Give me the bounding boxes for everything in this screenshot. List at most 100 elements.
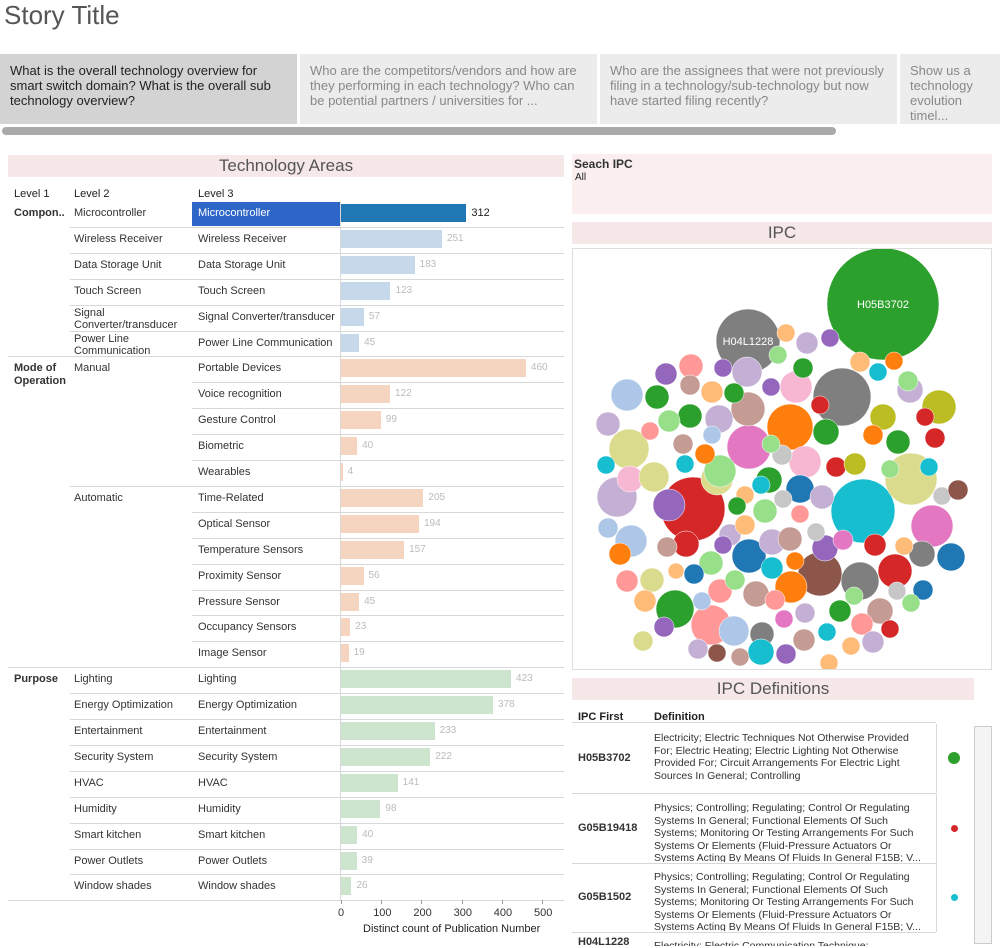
level3-label[interactable]: Energy Optimization <box>198 699 298 712</box>
story-tab-3[interactable]: Who are the assignees that were not prev… <box>600 54 897 124</box>
bar[interactable] <box>341 592 360 611</box>
level3-label[interactable]: Security System <box>198 750 278 763</box>
ipc-bubble[interactable] <box>639 567 665 593</box>
level3-label[interactable]: Signal Converter/transducer <box>198 310 335 323</box>
ipc-bubble[interactable] <box>731 538 767 574</box>
level3-label[interactable]: Lighting <box>198 673 237 686</box>
story-tab-4[interactable]: Show us a technology evolution timel... <box>900 54 1000 124</box>
ipc-bubble[interactable] <box>862 424 884 446</box>
ipc-bubble[interactable] <box>901 593 921 613</box>
ipc-bubble[interactable] <box>887 581 907 601</box>
ipc-bubble[interactable] <box>936 542 966 572</box>
ipc-bubble[interactable] <box>761 377 781 397</box>
ipc-bubble[interactable] <box>667 562 685 580</box>
ipc-bubble[interactable] <box>825 456 847 478</box>
ipc-bubble[interactable] <box>698 550 724 576</box>
ipc-bubble[interactable] <box>841 636 861 656</box>
ipc-bubble[interactable] <box>790 504 810 524</box>
ipc-bubble[interactable] <box>679 374 701 396</box>
level3-label[interactable]: Image Sensor <box>198 647 267 660</box>
ipc-bubble[interactable] <box>792 628 816 652</box>
ipc-bubble[interactable] <box>747 638 775 666</box>
ipc-bubble-svg[interactable]: H05B3702 H04L1228 <box>573 247 991 673</box>
ipc-bubble[interactable] <box>632 630 654 652</box>
ipc-bubble[interactable] <box>910 504 954 548</box>
ipc-bubble[interactable] <box>820 328 840 348</box>
def-row[interactable]: H04L1228 Electricity; Electric Communicat… <box>572 932 936 946</box>
ipc-bubble[interactable] <box>830 478 896 544</box>
ipc-bubble[interactable] <box>768 345 788 365</box>
ipc-bubble[interactable] <box>596 455 616 475</box>
ipc-bubble-chart[interactable]: H05B3702 H04L1228 <box>572 247 992 673</box>
ipc-bubble[interactable] <box>773 489 793 509</box>
ipc-bubble[interactable] <box>713 358 733 378</box>
ipc-bubble[interactable] <box>828 599 852 623</box>
ipc-bubble[interactable] <box>752 498 778 524</box>
level3-label[interactable]: Microcontroller <box>198 207 271 219</box>
ipc-bubble[interactable] <box>894 536 914 556</box>
bar[interactable] <box>341 618 351 637</box>
ipc-bubble[interactable] <box>633 589 657 613</box>
ipc-bubble[interactable] <box>868 362 888 382</box>
bar[interactable] <box>341 204 467 222</box>
ipc-bubble[interactable] <box>707 643 727 663</box>
ipc-bubble[interactable] <box>880 619 900 639</box>
ipc-bubble[interactable] <box>751 475 771 495</box>
bar[interactable] <box>341 281 391 300</box>
ipc-bubble[interactable] <box>760 556 784 580</box>
story-tabs-scrollbar[interactable] <box>2 127 836 135</box>
search-ipc-value[interactable]: All <box>575 172 587 183</box>
level3-label[interactable]: Biometric <box>198 440 244 453</box>
ipc-bubble[interactable] <box>788 445 822 479</box>
ipc-bubble[interactable] <box>795 331 819 355</box>
ipc-bubble[interactable] <box>692 591 712 611</box>
ipc-bubble[interactable] <box>734 514 756 536</box>
def-row[interactable]: H05B3702 Electricity; Electric Techniques… <box>572 724 960 793</box>
ipc-bubble[interactable] <box>880 459 900 479</box>
bar[interactable] <box>341 799 381 818</box>
ipc-bubble[interactable] <box>832 529 854 551</box>
level3-label[interactable]: Smart kitchen <box>198 828 266 841</box>
ipc-bubble[interactable] <box>817 622 837 642</box>
ipc-bubble[interactable] <box>844 586 864 606</box>
ipc-bubble[interactable] <box>812 418 840 446</box>
ipc-bubble[interactable] <box>703 454 737 488</box>
ipc-bubble[interactable] <box>897 370 919 392</box>
ipc-bubble[interactable] <box>724 569 746 591</box>
bar[interactable] <box>341 333 360 352</box>
level3-label[interactable]: Voice recognition <box>198 388 282 401</box>
bar[interactable] <box>341 385 391 404</box>
ipc-bubble[interactable] <box>644 384 670 410</box>
level3-label[interactable]: Power Outlets <box>198 854 268 867</box>
level3-label[interactable]: Temperature Sensors <box>198 543 304 556</box>
ipc-bubble[interactable] <box>809 484 835 510</box>
ipc-bubble[interactable] <box>810 395 830 415</box>
bar[interactable] <box>341 696 493 715</box>
ipc-bubble[interactable] <box>785 551 805 571</box>
bar[interactable] <box>341 411 381 430</box>
ipc-bubble[interactable] <box>908 540 936 568</box>
bar[interactable] <box>341 644 349 663</box>
ipc-bubble[interactable] <box>863 533 887 557</box>
ipc-bubble[interactable] <box>672 433 694 455</box>
ipc-bubble[interactable] <box>675 454 695 474</box>
search-ipc-filter[interactable]: Seach IPC All <box>572 154 992 214</box>
level3-label[interactable]: Wearables <box>198 466 251 478</box>
def-row[interactable]: G05B19418 Physics; Controlling; Regulatin… <box>572 794 958 863</box>
ipc-bubble[interactable] <box>713 535 733 555</box>
ipc-bubble[interactable] <box>884 351 904 371</box>
ipc-bubble[interactable] <box>794 602 816 624</box>
bar[interactable] <box>341 877 352 896</box>
ipc-bubble[interactable] <box>775 643 797 665</box>
ipc-bubble[interactable] <box>595 411 621 437</box>
ipc-bubble[interactable] <box>912 579 934 601</box>
bar[interactable] <box>341 437 358 456</box>
bar[interactable] <box>341 514 419 533</box>
level3-label[interactable]: Occupancy Sensors <box>198 621 297 634</box>
ipc-bubble[interactable] <box>806 522 826 542</box>
ipc-bubble[interactable] <box>947 479 969 501</box>
level3-label[interactable]: Wireless Receiver <box>198 232 287 245</box>
ipc-bubble[interactable] <box>730 647 750 667</box>
ipc-bubble[interactable] <box>764 589 786 611</box>
level3-label[interactable]: Entertainment <box>198 725 267 737</box>
